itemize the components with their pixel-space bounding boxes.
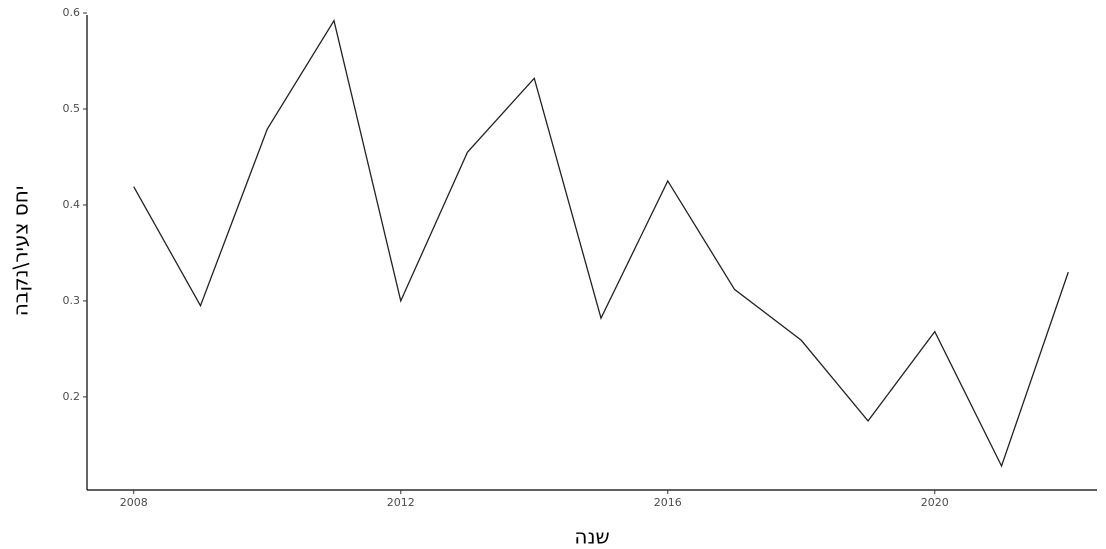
x-tick-label: 2008 [120,496,148,509]
y-axis-title: יחס צעיר\נקבה [9,186,33,317]
y-tick-label: 0.5 [63,102,81,115]
y-tick-label: 0.3 [63,294,81,307]
y-tick-label: 0.4 [63,198,81,211]
x-tick-label: 2012 [387,496,415,509]
x-axis-title: שנה [574,525,609,549]
data-line [133,19,1069,468]
y-tick-label: 0.6 [63,6,81,19]
x-tick-label: 2020 [921,496,949,509]
y-tick-label: 0.2 [63,390,81,403]
x-tick-label: 2016 [654,496,682,509]
